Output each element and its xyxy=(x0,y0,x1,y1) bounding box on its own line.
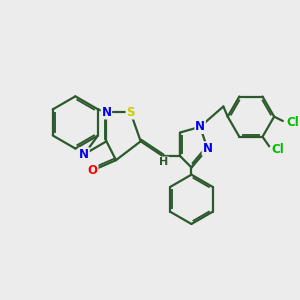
Text: Cl: Cl xyxy=(286,116,299,129)
Text: N: N xyxy=(195,120,205,133)
Text: N: N xyxy=(202,142,212,155)
Text: Cl: Cl xyxy=(272,143,284,156)
Text: N: N xyxy=(101,106,111,119)
Text: N: N xyxy=(79,148,89,161)
Text: S: S xyxy=(126,106,135,119)
Text: H: H xyxy=(159,157,169,167)
Text: O: O xyxy=(88,164,98,177)
